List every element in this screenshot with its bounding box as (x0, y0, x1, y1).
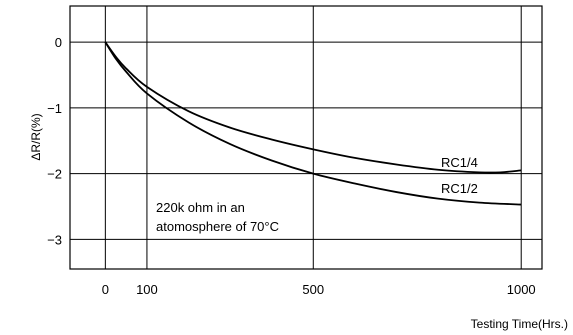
x-tick-label: 100 (136, 282, 158, 297)
x-tick-label: 500 (302, 282, 324, 297)
grid-lines (70, 6, 542, 269)
annotation-line-2: atomosphere of 70°C (156, 219, 279, 234)
y-axis-label: ΔR/R(%) (29, 113, 43, 160)
y-tick-label: −3 (47, 232, 62, 247)
series-line-rc1-2 (104, 41, 522, 206)
plot-frame (69, 5, 543, 270)
y-tick-label: 0 (55, 35, 62, 50)
series-line-rc1-4 (104, 41, 522, 174)
tick-labels: 0 100 500 1000 0 −1 −2 −3 (47, 35, 535, 297)
x-tick-label: 0 (102, 282, 109, 297)
y-tick-label: −1 (47, 101, 62, 116)
x-axis-label: Testing Time(Hrs.) (471, 317, 568, 331)
x-tick-label: 1000 (507, 282, 536, 297)
annotation-line-1: 220k ohm in an (156, 200, 245, 215)
series-labels: RC1/4 RC1/2 (441, 155, 478, 196)
series-label: RC1/4 (441, 155, 478, 170)
y-tick-label: −2 (47, 167, 62, 182)
series-label: RC1/2 (441, 181, 478, 196)
series-lines (104, 41, 522, 206)
